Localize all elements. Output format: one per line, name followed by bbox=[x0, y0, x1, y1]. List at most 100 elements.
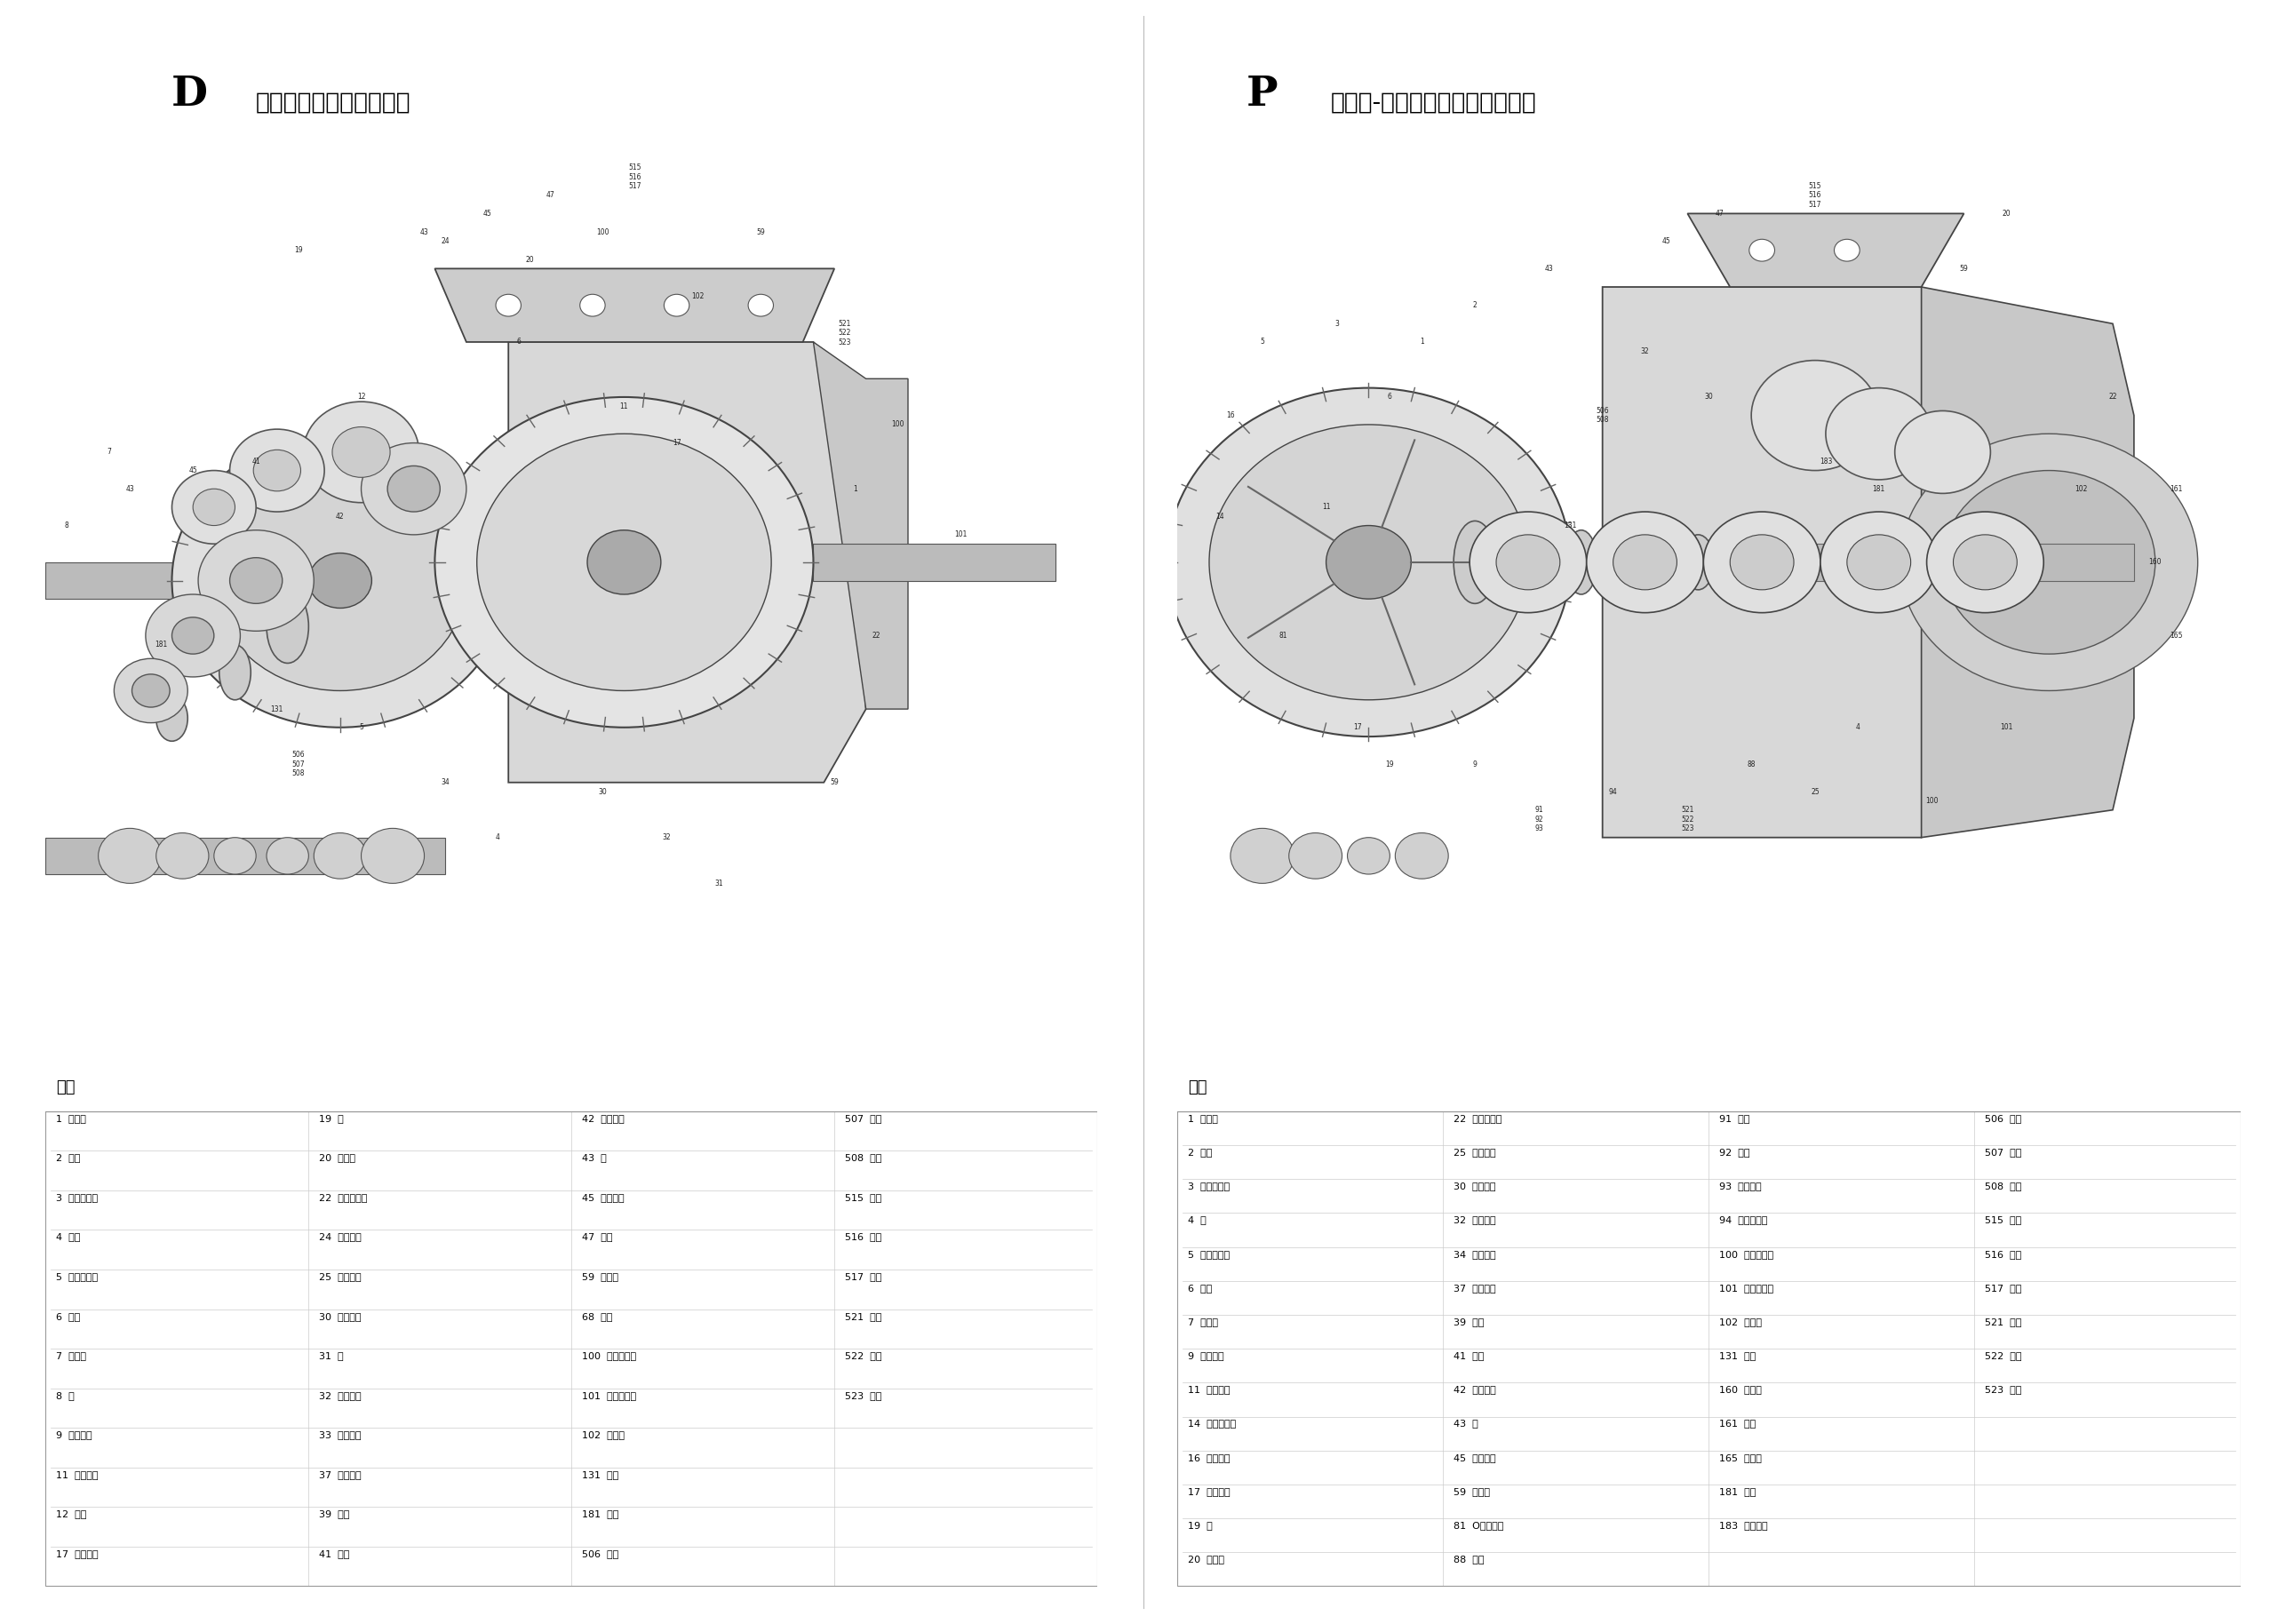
Text: 16  传动法兰: 16 传动法兰 bbox=[1189, 1453, 1230, 1462]
Text: 6  齿轮: 6 齿轮 bbox=[57, 1312, 80, 1320]
Text: 102  密封垫: 102 密封垫 bbox=[583, 1431, 624, 1439]
Circle shape bbox=[254, 450, 302, 490]
Text: 59  螺丝堵: 59 螺丝堵 bbox=[1454, 1488, 1490, 1496]
Text: 47: 47 bbox=[546, 192, 555, 200]
Text: 22: 22 bbox=[873, 632, 880, 640]
Text: 6: 6 bbox=[517, 338, 521, 346]
Circle shape bbox=[1289, 833, 1342, 879]
Polygon shape bbox=[507, 343, 866, 783]
Text: 24  吊环螺栓: 24 吊环螺栓 bbox=[320, 1233, 361, 1241]
Circle shape bbox=[215, 838, 256, 874]
Text: 39  卡环: 39 卡环 bbox=[320, 1510, 350, 1518]
Text: 101: 101 bbox=[953, 531, 967, 539]
Circle shape bbox=[231, 557, 283, 604]
Circle shape bbox=[331, 427, 391, 477]
Circle shape bbox=[114, 659, 187, 723]
Text: 506  垫圈: 506 垫圈 bbox=[583, 1549, 620, 1557]
Circle shape bbox=[155, 833, 208, 879]
Circle shape bbox=[1943, 471, 2156, 654]
Text: 45  滚动轴承: 45 滚动轴承 bbox=[583, 1194, 624, 1202]
Text: 34: 34 bbox=[441, 778, 450, 786]
Text: 16: 16 bbox=[1225, 411, 1234, 419]
Circle shape bbox=[98, 828, 162, 883]
Text: 181  堵头: 181 堵头 bbox=[583, 1510, 620, 1518]
Text: 81: 81 bbox=[1280, 632, 1287, 640]
Text: 181: 181 bbox=[155, 641, 167, 650]
Circle shape bbox=[1209, 424, 1527, 700]
Text: 9  轴密封圈: 9 轴密封圈 bbox=[57, 1431, 91, 1439]
Text: 515  垫圈: 515 垫圈 bbox=[1984, 1216, 2021, 1224]
Circle shape bbox=[215, 471, 466, 690]
Polygon shape bbox=[46, 562, 507, 599]
Text: 图例: 图例 bbox=[57, 1080, 75, 1096]
Text: 91
92
93: 91 92 93 bbox=[1534, 806, 1543, 833]
Text: 165: 165 bbox=[2169, 632, 2183, 640]
Text: 20: 20 bbox=[2003, 209, 2012, 218]
Text: 88  卡环: 88 卡环 bbox=[1454, 1554, 1484, 1564]
Text: 522  垫圈: 522 垫圈 bbox=[1984, 1351, 2023, 1361]
Text: 20  排气阀: 20 排气阀 bbox=[320, 1153, 357, 1163]
Text: 131: 131 bbox=[1564, 521, 1577, 529]
Circle shape bbox=[1586, 512, 1703, 612]
Circle shape bbox=[1833, 239, 1861, 261]
Circle shape bbox=[199, 529, 313, 632]
Text: 94: 94 bbox=[1609, 788, 1618, 796]
Text: P: P bbox=[1246, 73, 1278, 114]
Circle shape bbox=[146, 594, 240, 677]
Text: 9  轴密封圈: 9 轴密封圈 bbox=[1189, 1351, 1223, 1361]
Text: 506  垫圈: 506 垫圈 bbox=[1984, 1114, 2021, 1122]
Text: 47  卡环: 47 卡环 bbox=[583, 1233, 613, 1241]
Ellipse shape bbox=[219, 645, 251, 700]
Ellipse shape bbox=[1454, 521, 1495, 604]
Circle shape bbox=[171, 471, 256, 544]
Text: 59: 59 bbox=[1959, 265, 1968, 273]
Text: 25  滚动轴承: 25 滚动轴承 bbox=[320, 1272, 361, 1281]
Circle shape bbox=[1820, 512, 1936, 612]
Text: 2  齿轮: 2 齿轮 bbox=[57, 1153, 80, 1163]
Polygon shape bbox=[1687, 214, 1964, 287]
Text: 41  卡环: 41 卡环 bbox=[1454, 1351, 1484, 1361]
Text: 32  间隔衬套: 32 间隔衬套 bbox=[1454, 1216, 1495, 1224]
Circle shape bbox=[309, 554, 373, 607]
Text: 59: 59 bbox=[830, 778, 839, 786]
Circle shape bbox=[1470, 512, 1586, 612]
Text: 2: 2 bbox=[1472, 302, 1477, 309]
Text: 160: 160 bbox=[2149, 559, 2163, 567]
Text: 181: 181 bbox=[1872, 486, 1886, 492]
Text: 19: 19 bbox=[1385, 760, 1394, 768]
Text: 34  滚动轴承: 34 滚动轴承 bbox=[1454, 1249, 1495, 1259]
Text: 17  间隔衬套: 17 间隔衬套 bbox=[1189, 1488, 1230, 1496]
Text: 100: 100 bbox=[597, 227, 610, 235]
Text: 92  垫圈: 92 垫圈 bbox=[1719, 1148, 1751, 1156]
Text: 30: 30 bbox=[1705, 393, 1712, 401]
Text: 521  垫圈: 521 垫圈 bbox=[846, 1312, 882, 1320]
Text: 2  齿轮: 2 齿轮 bbox=[1189, 1148, 1212, 1156]
Circle shape bbox=[1952, 534, 2016, 590]
Text: 12  卡环: 12 卡环 bbox=[57, 1510, 87, 1518]
Text: 24: 24 bbox=[441, 237, 450, 245]
Text: 5  主动齿轮轴: 5 主动齿轮轴 bbox=[57, 1272, 98, 1281]
Text: 100: 100 bbox=[892, 421, 903, 429]
Circle shape bbox=[1495, 534, 1559, 590]
Text: 45: 45 bbox=[1662, 237, 1671, 245]
Text: 88: 88 bbox=[1747, 760, 1756, 768]
Text: 4: 4 bbox=[1856, 723, 1861, 731]
Circle shape bbox=[361, 443, 466, 534]
Circle shape bbox=[171, 617, 215, 654]
Polygon shape bbox=[1602, 287, 1964, 838]
Text: 508  垫圈: 508 垫圈 bbox=[1984, 1182, 2021, 1190]
Text: 3  主动齿轮轴: 3 主动齿轮轴 bbox=[1189, 1182, 1230, 1190]
Text: 507  垫圈: 507 垫圈 bbox=[1984, 1148, 2021, 1156]
Text: 91  卡环: 91 卡环 bbox=[1719, 1114, 1751, 1122]
Text: 3  主动齿轮轴: 3 主动齿轮轴 bbox=[57, 1194, 98, 1202]
Circle shape bbox=[1326, 526, 1410, 599]
Text: 37  滚动轴承: 37 滚动轴承 bbox=[320, 1470, 361, 1479]
Text: 43  键: 43 键 bbox=[583, 1153, 606, 1163]
Text: 14  六角头螺栓: 14 六角头螺栓 bbox=[1189, 1419, 1237, 1427]
Text: 42: 42 bbox=[336, 512, 345, 520]
Text: 39  卡环: 39 卡环 bbox=[1454, 1317, 1484, 1327]
Text: 11: 11 bbox=[1321, 503, 1330, 512]
Text: 25  滚动轴承: 25 滚动轴承 bbox=[1454, 1148, 1495, 1156]
Circle shape bbox=[361, 828, 425, 883]
Polygon shape bbox=[814, 544, 1056, 581]
